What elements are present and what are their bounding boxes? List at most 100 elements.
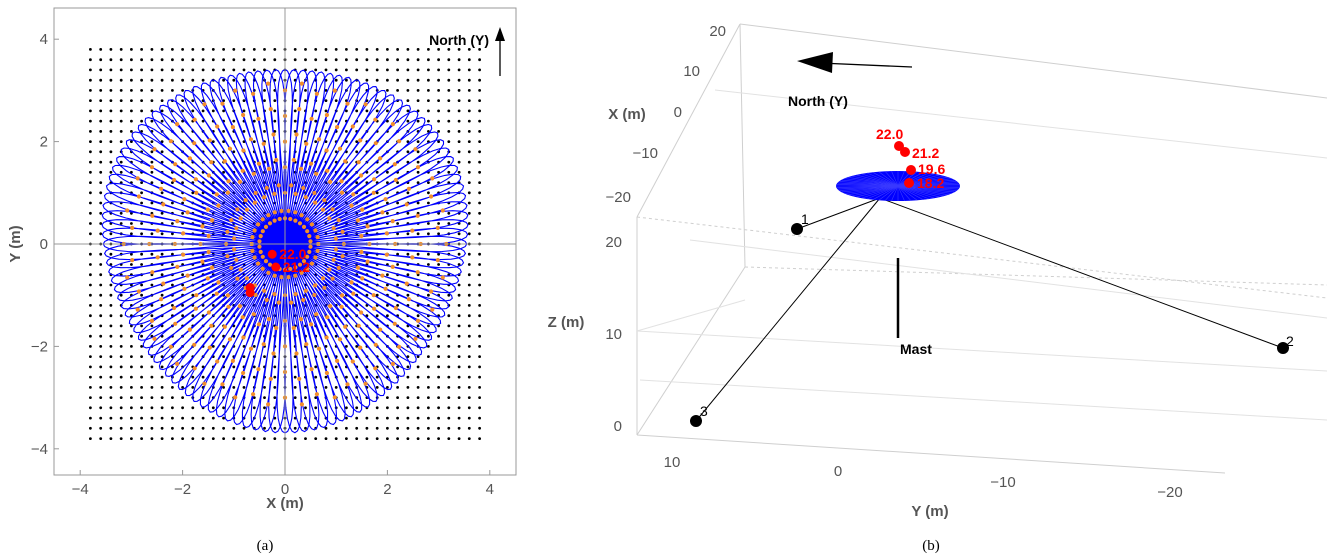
- grid-point: [406, 68, 410, 72]
- orange-point: [410, 228, 415, 233]
- grid-point: [365, 109, 369, 113]
- grid-point: [416, 375, 420, 379]
- grid-point: [457, 130, 461, 133]
- orange-point: [193, 306, 198, 311]
- orange-point: [202, 381, 207, 386]
- grid-point: [365, 437, 369, 440]
- orange-point: [251, 171, 256, 176]
- orange-point: [360, 207, 365, 212]
- grid-point: [130, 109, 133, 113]
- orange-point: [339, 304, 344, 309]
- grid-point: [119, 89, 123, 92]
- orange-point: [298, 317, 304, 322]
- orange-point: [345, 101, 350, 106]
- grid-point: [191, 406, 195, 410]
- grid-point: [386, 89, 389, 92]
- grid-point: [437, 99, 440, 102]
- grid-point: [150, 99, 154, 102]
- grid-point: [273, 355, 277, 358]
- grid-point: [160, 99, 164, 102]
- grid-point: [242, 89, 246, 92]
- grid-point: [478, 89, 481, 92]
- grid-point: [478, 416, 481, 420]
- grid-point: [222, 375, 226, 379]
- orange-point: [125, 275, 130, 280]
- grid-point: [447, 406, 451, 410]
- orange-point: [325, 168, 330, 173]
- orange-point: [192, 141, 197, 146]
- orange-point: [301, 185, 306, 191]
- orange-point: [181, 252, 186, 257]
- grid-point: [252, 375, 256, 379]
- grid-point: [130, 130, 133, 133]
- orange-point: [235, 207, 240, 212]
- grid-point: [252, 119, 256, 123]
- orange-point: [363, 381, 368, 386]
- gridline: [689, 239, 1327, 319]
- grid-point: [416, 426, 420, 430]
- grid-point: [160, 232, 164, 236]
- orange-point: [356, 160, 361, 165]
- panel-b: 20 10 0 −10 −20 20 10 0 10 0 −10 −20 X (m) Z (m) Y …: [548, 23, 1327, 554]
- orange-point: [256, 322, 261, 327]
- grid-point: [345, 140, 348, 144]
- grid-point: [109, 437, 113, 440]
- grid-point: [191, 293, 195, 297]
- disc-ray: [897, 185, 918, 201]
- orange-point: [333, 247, 338, 252]
- orange-point: [206, 310, 211, 315]
- grid-point: [416, 416, 420, 420]
- grid-point: [457, 386, 461, 389]
- grid-point: [334, 68, 338, 72]
- grid-point: [99, 293, 103, 297]
- grid-point: [355, 334, 359, 338]
- grid-point: [416, 365, 420, 369]
- grid-point: [365, 68, 369, 72]
- grid-point: [89, 160, 92, 164]
- grid-point: [119, 109, 123, 113]
- grid-point: [201, 68, 205, 72]
- grid-point: [457, 324, 461, 328]
- grid-point: [242, 426, 246, 430]
- grid-point: [140, 201, 144, 205]
- grid-point: [406, 416, 410, 420]
- grid-point: [109, 426, 113, 430]
- orange-point: [406, 297, 411, 302]
- orange-point: [331, 257, 336, 262]
- orange-point: [266, 81, 271, 86]
- orange-point: [276, 183, 281, 188]
- orange-point: [328, 179, 333, 184]
- grid-point: [447, 324, 451, 328]
- grid-point: [386, 58, 389, 62]
- orange-point: [313, 228, 318, 233]
- grid-point: [365, 58, 369, 62]
- grid-point: [386, 416, 389, 420]
- grid-point: [109, 293, 113, 297]
- grid-point: [334, 386, 338, 389]
- grid-point: [457, 314, 461, 318]
- orange-point: [288, 216, 293, 222]
- grid-point: [130, 78, 133, 82]
- grid-point: [171, 89, 174, 92]
- grid-point: [160, 365, 164, 369]
- grid-point: [99, 406, 103, 410]
- grid-point: [191, 68, 195, 72]
- y-tick-label: 0: [40, 236, 48, 253]
- grid-point: [109, 345, 113, 348]
- grid-point: [89, 386, 92, 389]
- orange-point: [258, 249, 263, 254]
- orange-point: [256, 161, 261, 166]
- orange-point: [175, 264, 180, 269]
- grid-point: [345, 314, 348, 318]
- grid-point: [130, 334, 133, 338]
- grid-point: [150, 150, 154, 154]
- orange-point: [200, 259, 205, 264]
- grid-point: [437, 140, 440, 144]
- grid-point: [437, 109, 440, 113]
- grid-point: [314, 396, 318, 399]
- grid-point: [119, 119, 123, 123]
- grid-point: [386, 273, 389, 277]
- grid-point: [427, 222, 430, 225]
- orange-point: [225, 190, 230, 195]
- grid-point: [375, 293, 379, 297]
